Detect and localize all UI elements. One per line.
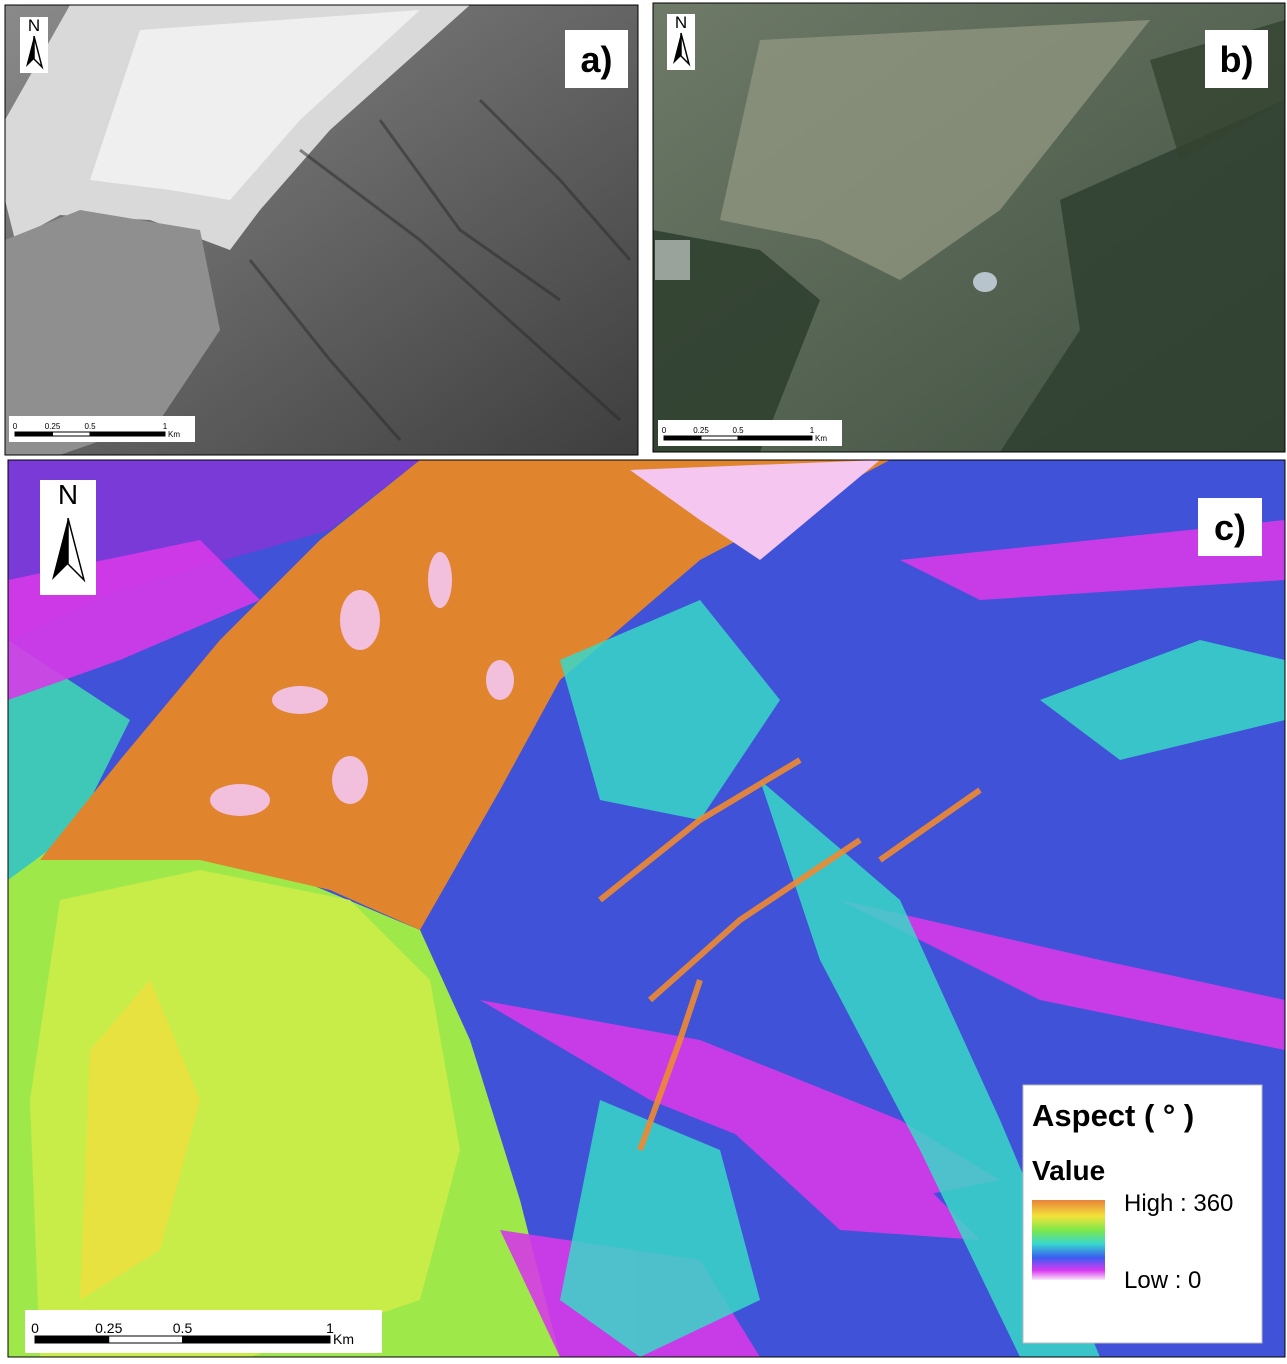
- scale-bar-segment: [90, 432, 165, 436]
- legend: Aspect ( ° ) Value High : 360 Low : 0: [1023, 1085, 1262, 1343]
- legend-ramp: [1032, 1200, 1105, 1280]
- panel-b-image: [653, 3, 1285, 452]
- panel-label: c): [1214, 507, 1246, 548]
- scale-bar-unit: Km: [815, 434, 827, 443]
- scale-bar-segment: [53, 432, 91, 436]
- scale-bar-label: 0.25: [693, 426, 709, 435]
- scale-bar-segment: [35, 1336, 109, 1343]
- scale-bar-segment: [183, 1336, 331, 1343]
- panel-label: b): [1220, 39, 1254, 80]
- page: Aspect map figure {"panels": [ {"label":…: [0, 0, 1287, 1359]
- scale-bar-label: 0: [13, 422, 18, 431]
- scale-bar-segment: [738, 436, 812, 440]
- scale-bar-label: 0: [662, 426, 667, 435]
- panel-a-image: [5, 5, 638, 455]
- panel-label: a): [580, 39, 612, 80]
- scale-bar-label: 0.25: [45, 422, 61, 431]
- scale-bar-label: 0: [31, 1320, 39, 1336]
- figure-page: Na)00.250.51KmNb)00.250.51KmNc)00.250.51…: [0, 0, 1287, 1359]
- scale-bar-unit: Km: [168, 430, 180, 439]
- legend-subtitle: Value: [1032, 1155, 1105, 1186]
- scale-bar-segment: [109, 1336, 183, 1343]
- north-label: N: [675, 13, 687, 32]
- scale-bar-unit: Km: [333, 1331, 354, 1347]
- scale-bar-segment: [701, 436, 738, 440]
- north-label: N: [58, 479, 78, 510]
- legend-high: High : 360: [1124, 1190, 1233, 1217]
- scale-bar-segment: [15, 432, 53, 436]
- north-label: N: [28, 16, 40, 35]
- scale-bar-segment: [664, 436, 701, 440]
- legend-title: Aspect ( ° ): [1032, 1098, 1194, 1133]
- scale-bar-label: 0.5: [173, 1320, 193, 1336]
- scale-bar-label: 0.5: [84, 422, 96, 431]
- scale-bar-label: 0.5: [732, 426, 744, 435]
- legend-low: Low : 0: [1124, 1267, 1201, 1294]
- scale-bar-label: 0.25: [95, 1320, 122, 1336]
- figure: Na)00.250.51KmNb)00.250.51KmNc)00.250.51…: [0, 0, 1287, 1359]
